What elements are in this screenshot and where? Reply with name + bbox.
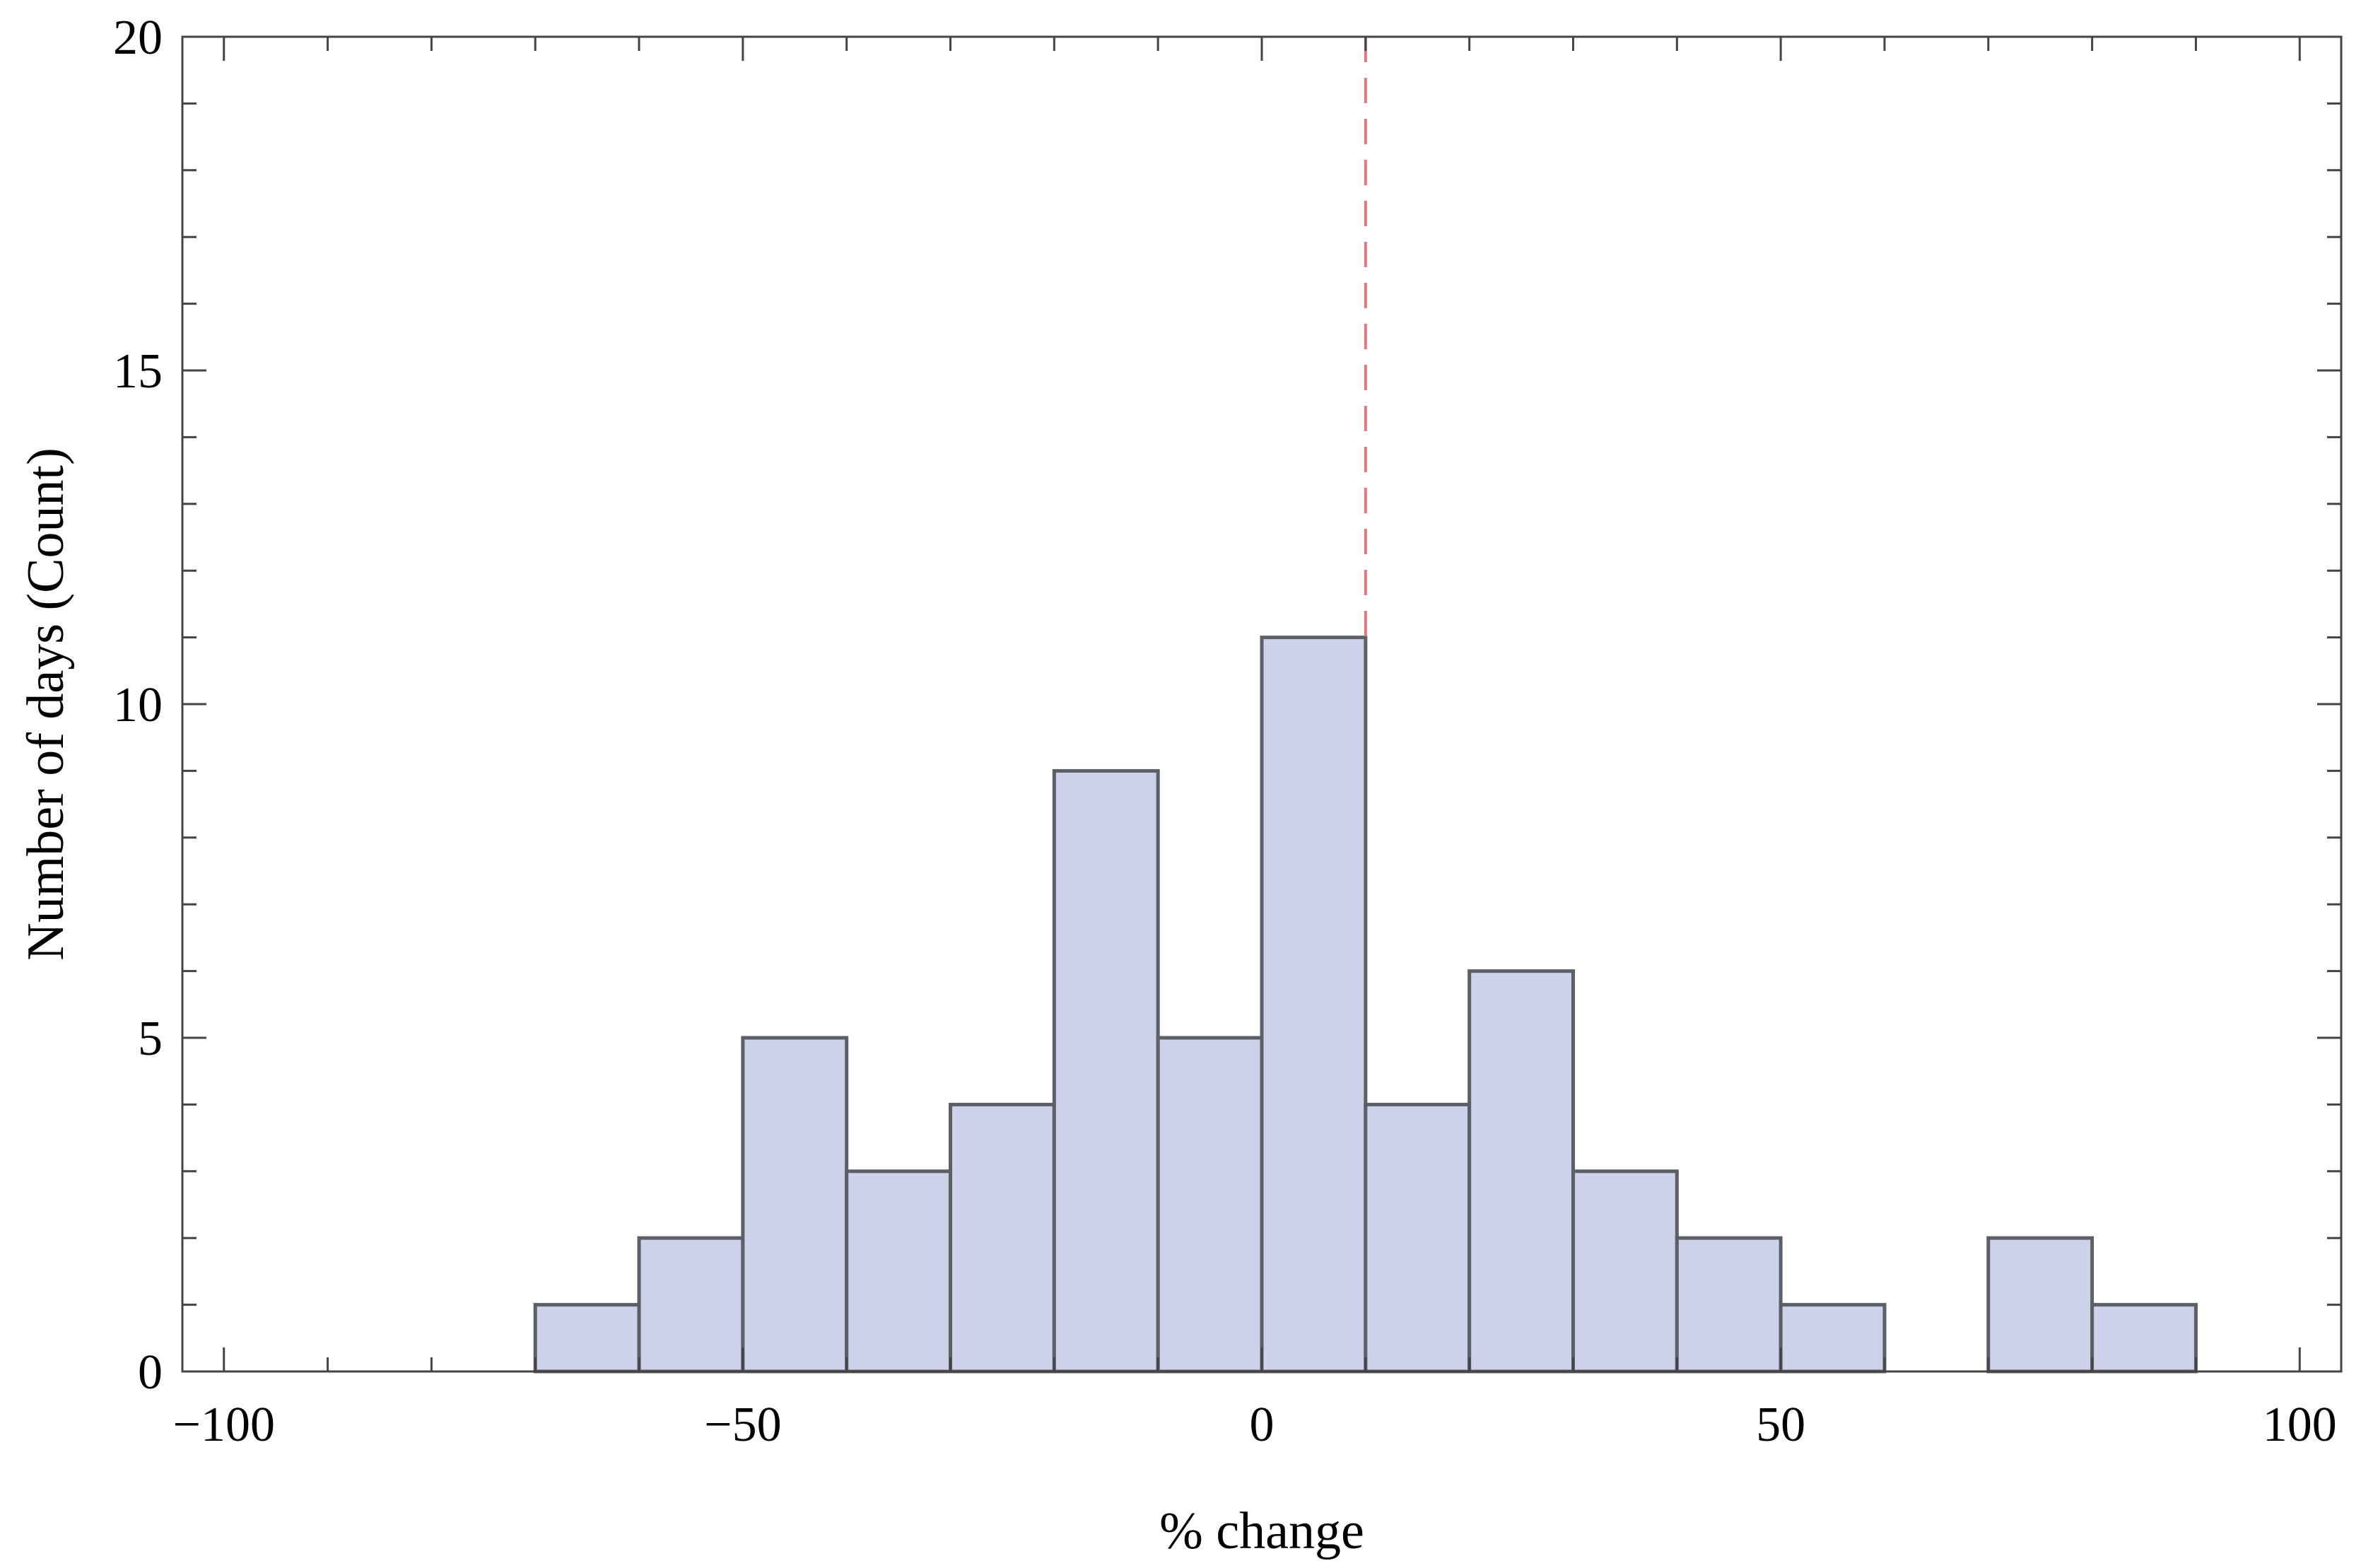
histogram-bar	[845, 1169, 953, 1374]
histogram-bar	[1260, 636, 1368, 1374]
histogram-bar	[1779, 1303, 1887, 1374]
y-tick-label: 10	[113, 678, 163, 732]
x-tick-label: −50	[704, 1398, 781, 1452]
y-tick-label: 15	[113, 344, 163, 399]
histogram-bar	[1571, 1169, 1679, 1374]
x-tick-label: 100	[2263, 1398, 2337, 1452]
histogram-bar	[637, 1236, 745, 1374]
x-axis-label: % change	[1159, 1502, 1364, 1560]
bars-layer	[533, 636, 2198, 1374]
histogram-bar	[1986, 1236, 2095, 1374]
histogram-bar	[533, 1303, 641, 1374]
histogram-bar	[2090, 1303, 2198, 1374]
y-axis-label: Number of days (Count)	[17, 447, 75, 960]
y-tick-label: 0	[138, 1345, 163, 1400]
histogram-bar	[1156, 1036, 1264, 1374]
x-tick-label: −100	[172, 1398, 274, 1452]
histogram-bar	[1675, 1236, 1783, 1374]
tick-labels-layer: −100 −50 0 50 100 0 5 10 15 20	[113, 11, 2337, 1452]
histogram-bar	[1467, 969, 1575, 1374]
x-tick-label: 50	[1756, 1398, 1805, 1452]
histogram-bar	[1052, 768, 1160, 1374]
plot-frame	[181, 35, 2343, 1373]
histogram-bar	[949, 1102, 1056, 1374]
y-tick-label: 20	[113, 11, 163, 65]
y-tick-label: 5	[138, 1012, 163, 1066]
histogram-bar	[1364, 1102, 1472, 1374]
x-tick-label: 0	[1250, 1398, 1275, 1452]
histogram-bar	[741, 1036, 849, 1374]
